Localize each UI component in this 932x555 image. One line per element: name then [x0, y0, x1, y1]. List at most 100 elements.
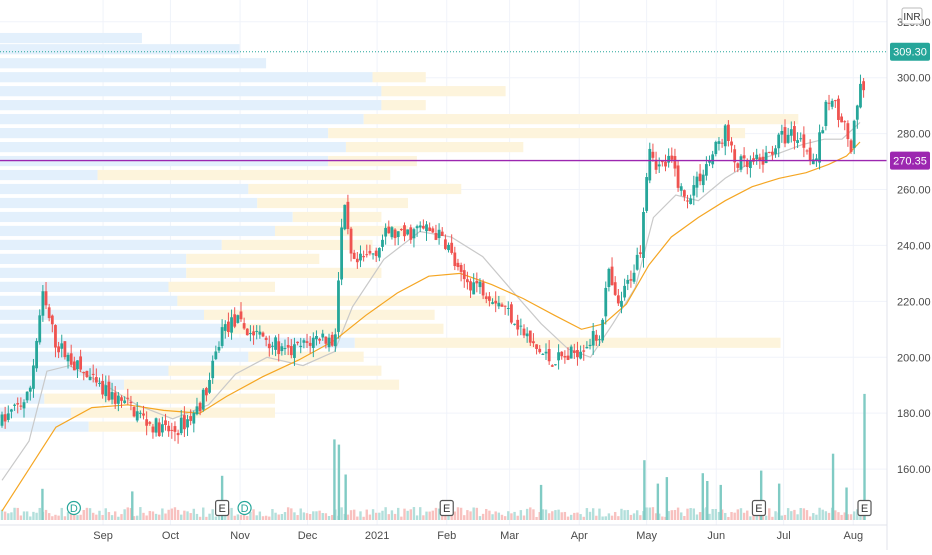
volume-bar — [375, 512, 378, 520]
volume-bar — [796, 514, 799, 520]
profile-bar-buy — [0, 393, 45, 404]
candle-body — [19, 405, 23, 407]
volume-bar — [629, 514, 633, 520]
candle-body — [783, 127, 787, 144]
candle-body — [324, 336, 328, 344]
volume-bar — [780, 515, 784, 520]
candle-body — [717, 141, 721, 144]
candle-body — [576, 350, 579, 358]
volume-bar — [708, 513, 711, 520]
volume-bar — [85, 507, 89, 520]
candle-body — [510, 304, 513, 323]
volume-bar — [472, 507, 475, 520]
volume-bar — [425, 511, 428, 520]
candle-body — [403, 225, 406, 237]
x-tick-label: Aug — [843, 530, 863, 542]
x-tick-label: Mar — [500, 530, 519, 542]
profile-bar-sell — [221, 323, 444, 334]
candle-body — [739, 156, 743, 170]
candle-body — [503, 305, 507, 307]
candle-body — [132, 407, 136, 417]
dividend-marker[interactable] — [66, 500, 81, 516]
candle-body — [859, 83, 862, 108]
volume-bar — [519, 510, 523, 520]
volume-bar — [359, 511, 362, 520]
candle-body — [120, 397, 123, 401]
candle-body — [726, 124, 730, 141]
volume-bar — [856, 509, 859, 520]
volume-bar — [7, 513, 10, 520]
dividend-marker[interactable] — [237, 500, 252, 516]
candle-body — [195, 406, 199, 415]
candle-body — [340, 227, 344, 280]
candle-body — [660, 161, 664, 163]
candle-body — [805, 150, 809, 152]
candle-body — [484, 296, 488, 300]
volume-bar — [104, 508, 107, 520]
candle-body — [296, 341, 299, 344]
volume-bar — [456, 507, 460, 520]
volume-bar — [513, 511, 516, 520]
volume-spike — [643, 460, 646, 520]
earnings-marker[interactable] — [215, 499, 230, 517]
volume-bar — [591, 508, 595, 520]
volume-bar — [441, 515, 444, 520]
candle-body — [415, 226, 419, 229]
volume-spike — [759, 470, 763, 520]
volume-bar — [478, 516, 482, 520]
volume-bar — [362, 516, 365, 520]
earnings-marker[interactable] — [751, 499, 767, 517]
candle-body — [79, 356, 83, 370]
candle-body — [849, 140, 853, 152]
candle-body — [242, 323, 246, 329]
candle-body — [349, 228, 353, 254]
volume-bar — [761, 516, 765, 520]
volume-bar — [387, 514, 390, 520]
volume-bar — [271, 509, 274, 520]
volume-bar — [529, 507, 532, 520]
candle-body — [428, 227, 432, 232]
volume-bar — [63, 516, 67, 520]
earnings-marker[interactable] — [439, 499, 454, 517]
volume-bar — [840, 514, 843, 520]
profile-bar-sell — [328, 128, 746, 139]
profile-bar-sell — [177, 295, 506, 306]
candle-body — [494, 300, 498, 304]
level-tag — [890, 151, 930, 170]
candle-body — [399, 229, 403, 231]
volume-spike — [656, 483, 660, 520]
profile-bar-sell — [168, 281, 275, 292]
volume-bar — [746, 510, 749, 520]
candle-body — [626, 279, 630, 284]
volume-bar — [264, 515, 268, 520]
marker-label: E — [443, 503, 450, 515]
candle-body — [544, 351, 548, 354]
candle-body — [657, 164, 661, 167]
y-tick-label: 260.00 — [897, 185, 931, 197]
volume-bar — [211, 509, 214, 520]
candle-body — [519, 325, 523, 327]
volume-bar — [727, 516, 730, 520]
volume-bar — [258, 511, 262, 520]
candle-body — [733, 149, 737, 163]
candle-body — [126, 397, 130, 399]
earnings-marker[interactable] — [857, 499, 872, 517]
volume-bar — [500, 514, 504, 520]
candle-body — [475, 280, 479, 284]
candle-body — [846, 123, 850, 140]
profile-bar-buy — [0, 225, 275, 237]
volume-bar — [818, 507, 821, 520]
x-tick-label: Apr — [571, 530, 588, 542]
volume-bar — [683, 515, 686, 520]
candle-body — [425, 224, 428, 232]
candle-body — [255, 330, 259, 332]
candle-body — [274, 337, 277, 350]
candle-body — [227, 321, 230, 333]
candle-body — [777, 134, 781, 149]
candle-body — [412, 229, 416, 239]
candle-body — [381, 239, 384, 247]
candle-body — [497, 302, 501, 307]
volume-bar — [114, 511, 117, 520]
currency-badge[interactable] — [901, 7, 923, 25]
